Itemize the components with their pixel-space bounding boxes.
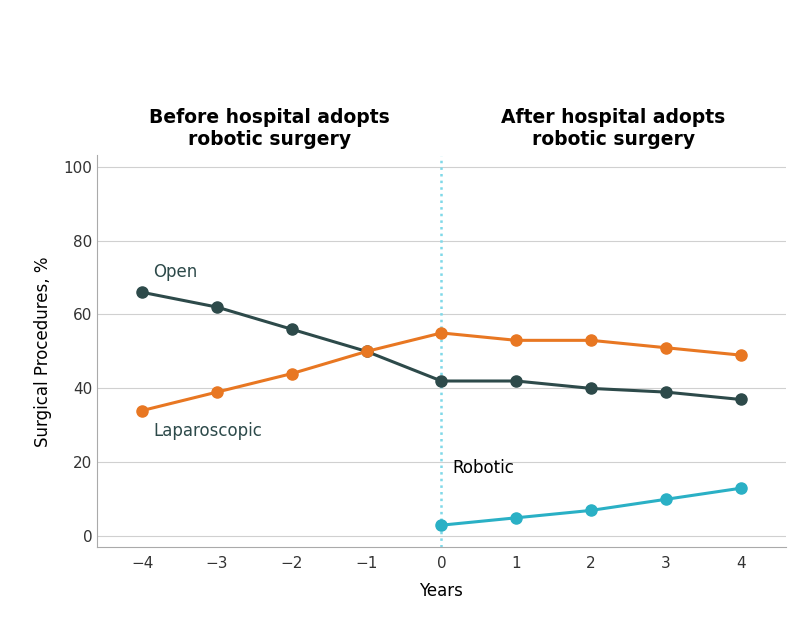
Text: Open: Open	[153, 263, 198, 281]
Text: Laparoscopic: Laparoscopic	[153, 422, 262, 440]
X-axis label: Years: Years	[420, 582, 463, 600]
Text: Before hospital adopts
robotic surgery: Before hospital adopts robotic surgery	[149, 108, 390, 149]
Text: Robotic: Robotic	[453, 459, 514, 477]
Y-axis label: Surgical Procedures, %: Surgical Procedures, %	[34, 256, 53, 447]
Text: After hospital adopts
robotic surgery: After hospital adopts robotic surgery	[501, 108, 726, 149]
